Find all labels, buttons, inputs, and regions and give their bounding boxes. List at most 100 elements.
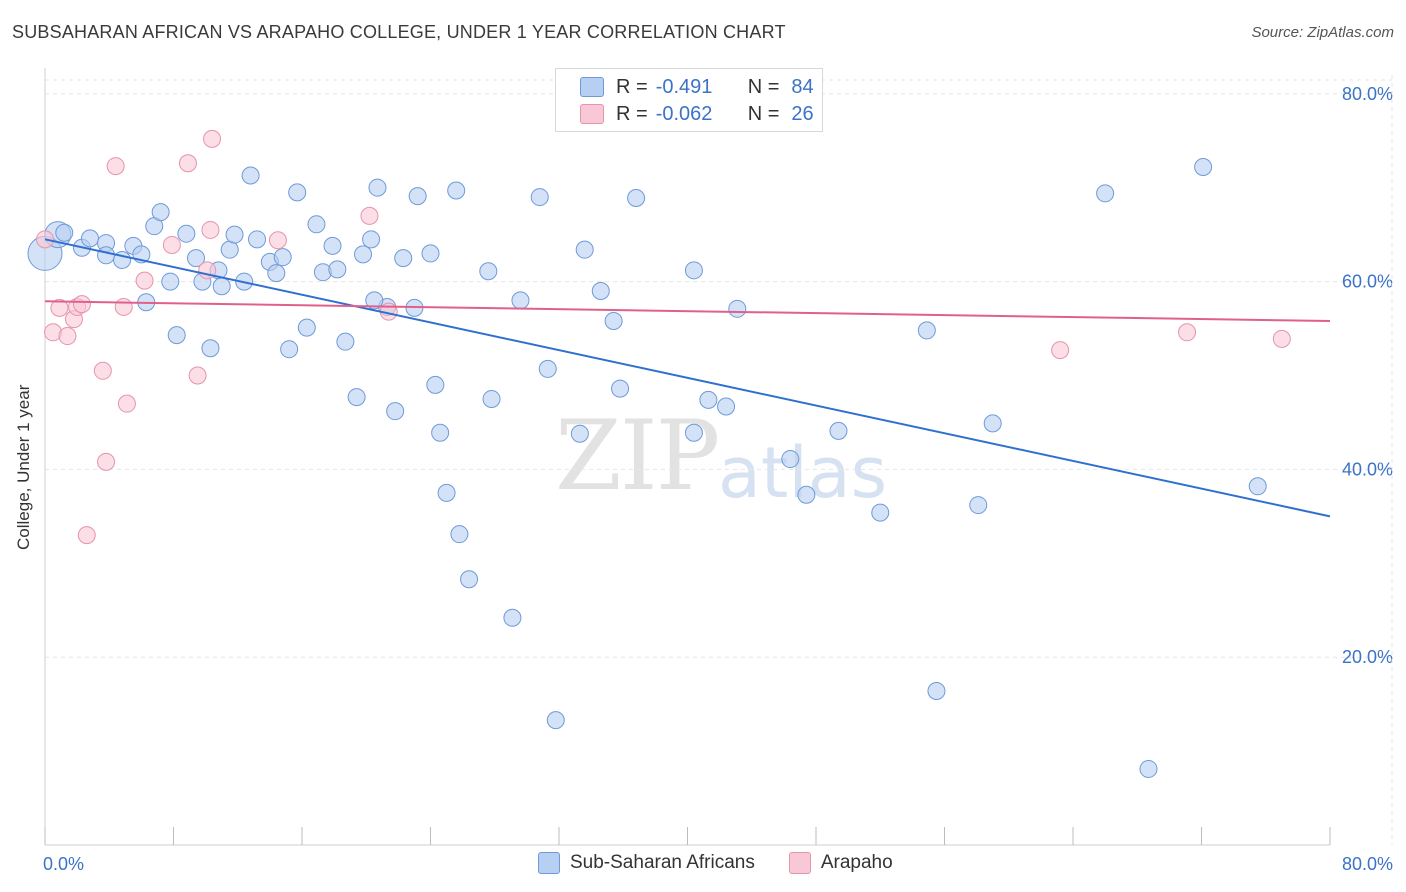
point-arapaho [50, 298, 69, 317]
point-sub-saharan [627, 189, 646, 208]
point-sub-saharan [354, 245, 373, 264]
point-sub-saharan [323, 236, 342, 255]
legend-n-value: 84 [791, 75, 814, 98]
point-arapaho [268, 231, 287, 250]
chart-title: SUBSAHARAN AFRICAN VS ARAPAHO COLLEGE, U… [12, 22, 786, 42]
point-sub-saharan [447, 181, 466, 200]
point-sub-saharan [871, 503, 890, 522]
legend-row-blue: R = -0.491 N = 84 [580, 75, 814, 99]
point-sub-saharan [1194, 158, 1213, 177]
pink-swatch-icon [788, 852, 811, 874]
legend-item-arapaho[interactable]: Arapaho [788, 852, 893, 874]
trendline-arapaho [44, 300, 1331, 323]
y-tick-label: 80.0% [1342, 84, 1393, 104]
point-sub-saharan [611, 379, 630, 398]
point-sub-saharan [408, 187, 427, 206]
point-arapaho [93, 361, 112, 380]
y-tick-label: 40.0% [1342, 459, 1393, 479]
point-arapaho [360, 206, 379, 225]
trendline-sub-saharan [44, 238, 1331, 518]
point-sub-saharan [336, 332, 355, 351]
point-sub-saharan [437, 483, 456, 502]
point-sub-saharan [212, 277, 231, 296]
point-sub-saharan [684, 261, 703, 280]
point-sub-saharan [288, 183, 307, 202]
point-sub-saharan [97, 246, 116, 265]
point-sub-saharan [151, 203, 170, 222]
source-credit: Source: ZipAtlas.com [1251, 24, 1394, 41]
point-sub-saharan [1248, 477, 1267, 496]
point-sub-saharan [604, 312, 623, 331]
point-arapaho [203, 129, 222, 148]
point-arapaho [117, 394, 136, 413]
point-sub-saharan [55, 223, 74, 242]
point-arapaho [188, 366, 207, 385]
watermark-zip: ZIP [555, 400, 720, 512]
point-sub-saharan [530, 188, 549, 207]
point-sub-saharan [511, 291, 530, 310]
point-sub-saharan [201, 339, 220, 358]
point-arapaho [201, 220, 220, 239]
point-sub-saharan [1096, 184, 1115, 203]
point-sub-saharan [186, 249, 205, 268]
point-arapaho [162, 235, 181, 254]
point-sub-saharan [280, 340, 299, 359]
point-sub-saharan [1139, 759, 1158, 778]
y-axis-label: College, Under 1 year [14, 384, 33, 550]
point-sub-saharan [426, 375, 445, 394]
blue-swatch-icon [580, 77, 604, 97]
point-sub-saharan [684, 423, 703, 442]
point-sub-saharan [450, 525, 469, 544]
legend-item-sub-saharan[interactable]: Sub-Saharan Africans [538, 852, 755, 874]
point-arapaho [135, 271, 154, 290]
blue-swatch-icon [538, 852, 560, 874]
point-arapaho [106, 157, 125, 176]
point-sub-saharan [267, 264, 286, 283]
legend-row-pink: R = -0.062 N = 26 [580, 102, 814, 126]
legend-r-value: -0.491 [655, 75, 713, 98]
point-sub-saharan [167, 326, 186, 345]
point-arapaho [77, 526, 96, 545]
point-sub-saharan [591, 281, 610, 300]
point-sub-saharan [421, 244, 440, 263]
point-arapaho [1272, 329, 1291, 348]
stats-legend: R = -0.491 N = 84 R = -0.062 N = 26 [555, 68, 823, 132]
point-sub-saharan [431, 423, 450, 442]
point-arapaho [58, 327, 77, 346]
legend-n-label: N = [747, 102, 780, 125]
point-sub-saharan [575, 240, 594, 259]
point-sub-saharan [362, 230, 381, 249]
point-sub-saharan [394, 249, 413, 268]
x-tick-label: 0.0% [43, 854, 84, 874]
point-sub-saharan [225, 225, 244, 244]
point-sub-saharan [797, 485, 816, 504]
point-sub-saharan [917, 321, 936, 340]
legend-label-arapaho: Arapaho [820, 852, 893, 873]
point-sub-saharan [717, 397, 736, 416]
point-sub-saharan [273, 248, 292, 267]
point-arapaho [1178, 323, 1197, 342]
point-sub-saharan [161, 272, 180, 291]
point-sub-saharan [829, 421, 848, 440]
point-arapaho [178, 154, 197, 173]
point-sub-saharan [699, 390, 718, 409]
point-arapaho [1051, 341, 1070, 360]
point-sub-saharan [503, 608, 522, 627]
point-sub-saharan [177, 224, 196, 243]
x-tick-label: 80.0% [1342, 854, 1393, 874]
point-sub-saharan [546, 711, 565, 730]
point-sub-saharan [728, 299, 747, 318]
point-sub-saharan [781, 450, 800, 469]
point-sub-saharan [570, 424, 589, 443]
point-sub-saharan [460, 570, 479, 589]
point-arapaho [114, 297, 133, 316]
point-sub-saharan [248, 230, 267, 249]
legend-r-value: -0.062 [655, 102, 713, 125]
point-sub-saharan [328, 260, 347, 279]
point-sub-saharan [983, 414, 1002, 433]
point-sub-saharan [365, 291, 384, 310]
pink-swatch-icon [580, 104, 604, 124]
y-tick-label: 20.0% [1342, 647, 1393, 667]
point-sub-saharan [297, 318, 316, 337]
